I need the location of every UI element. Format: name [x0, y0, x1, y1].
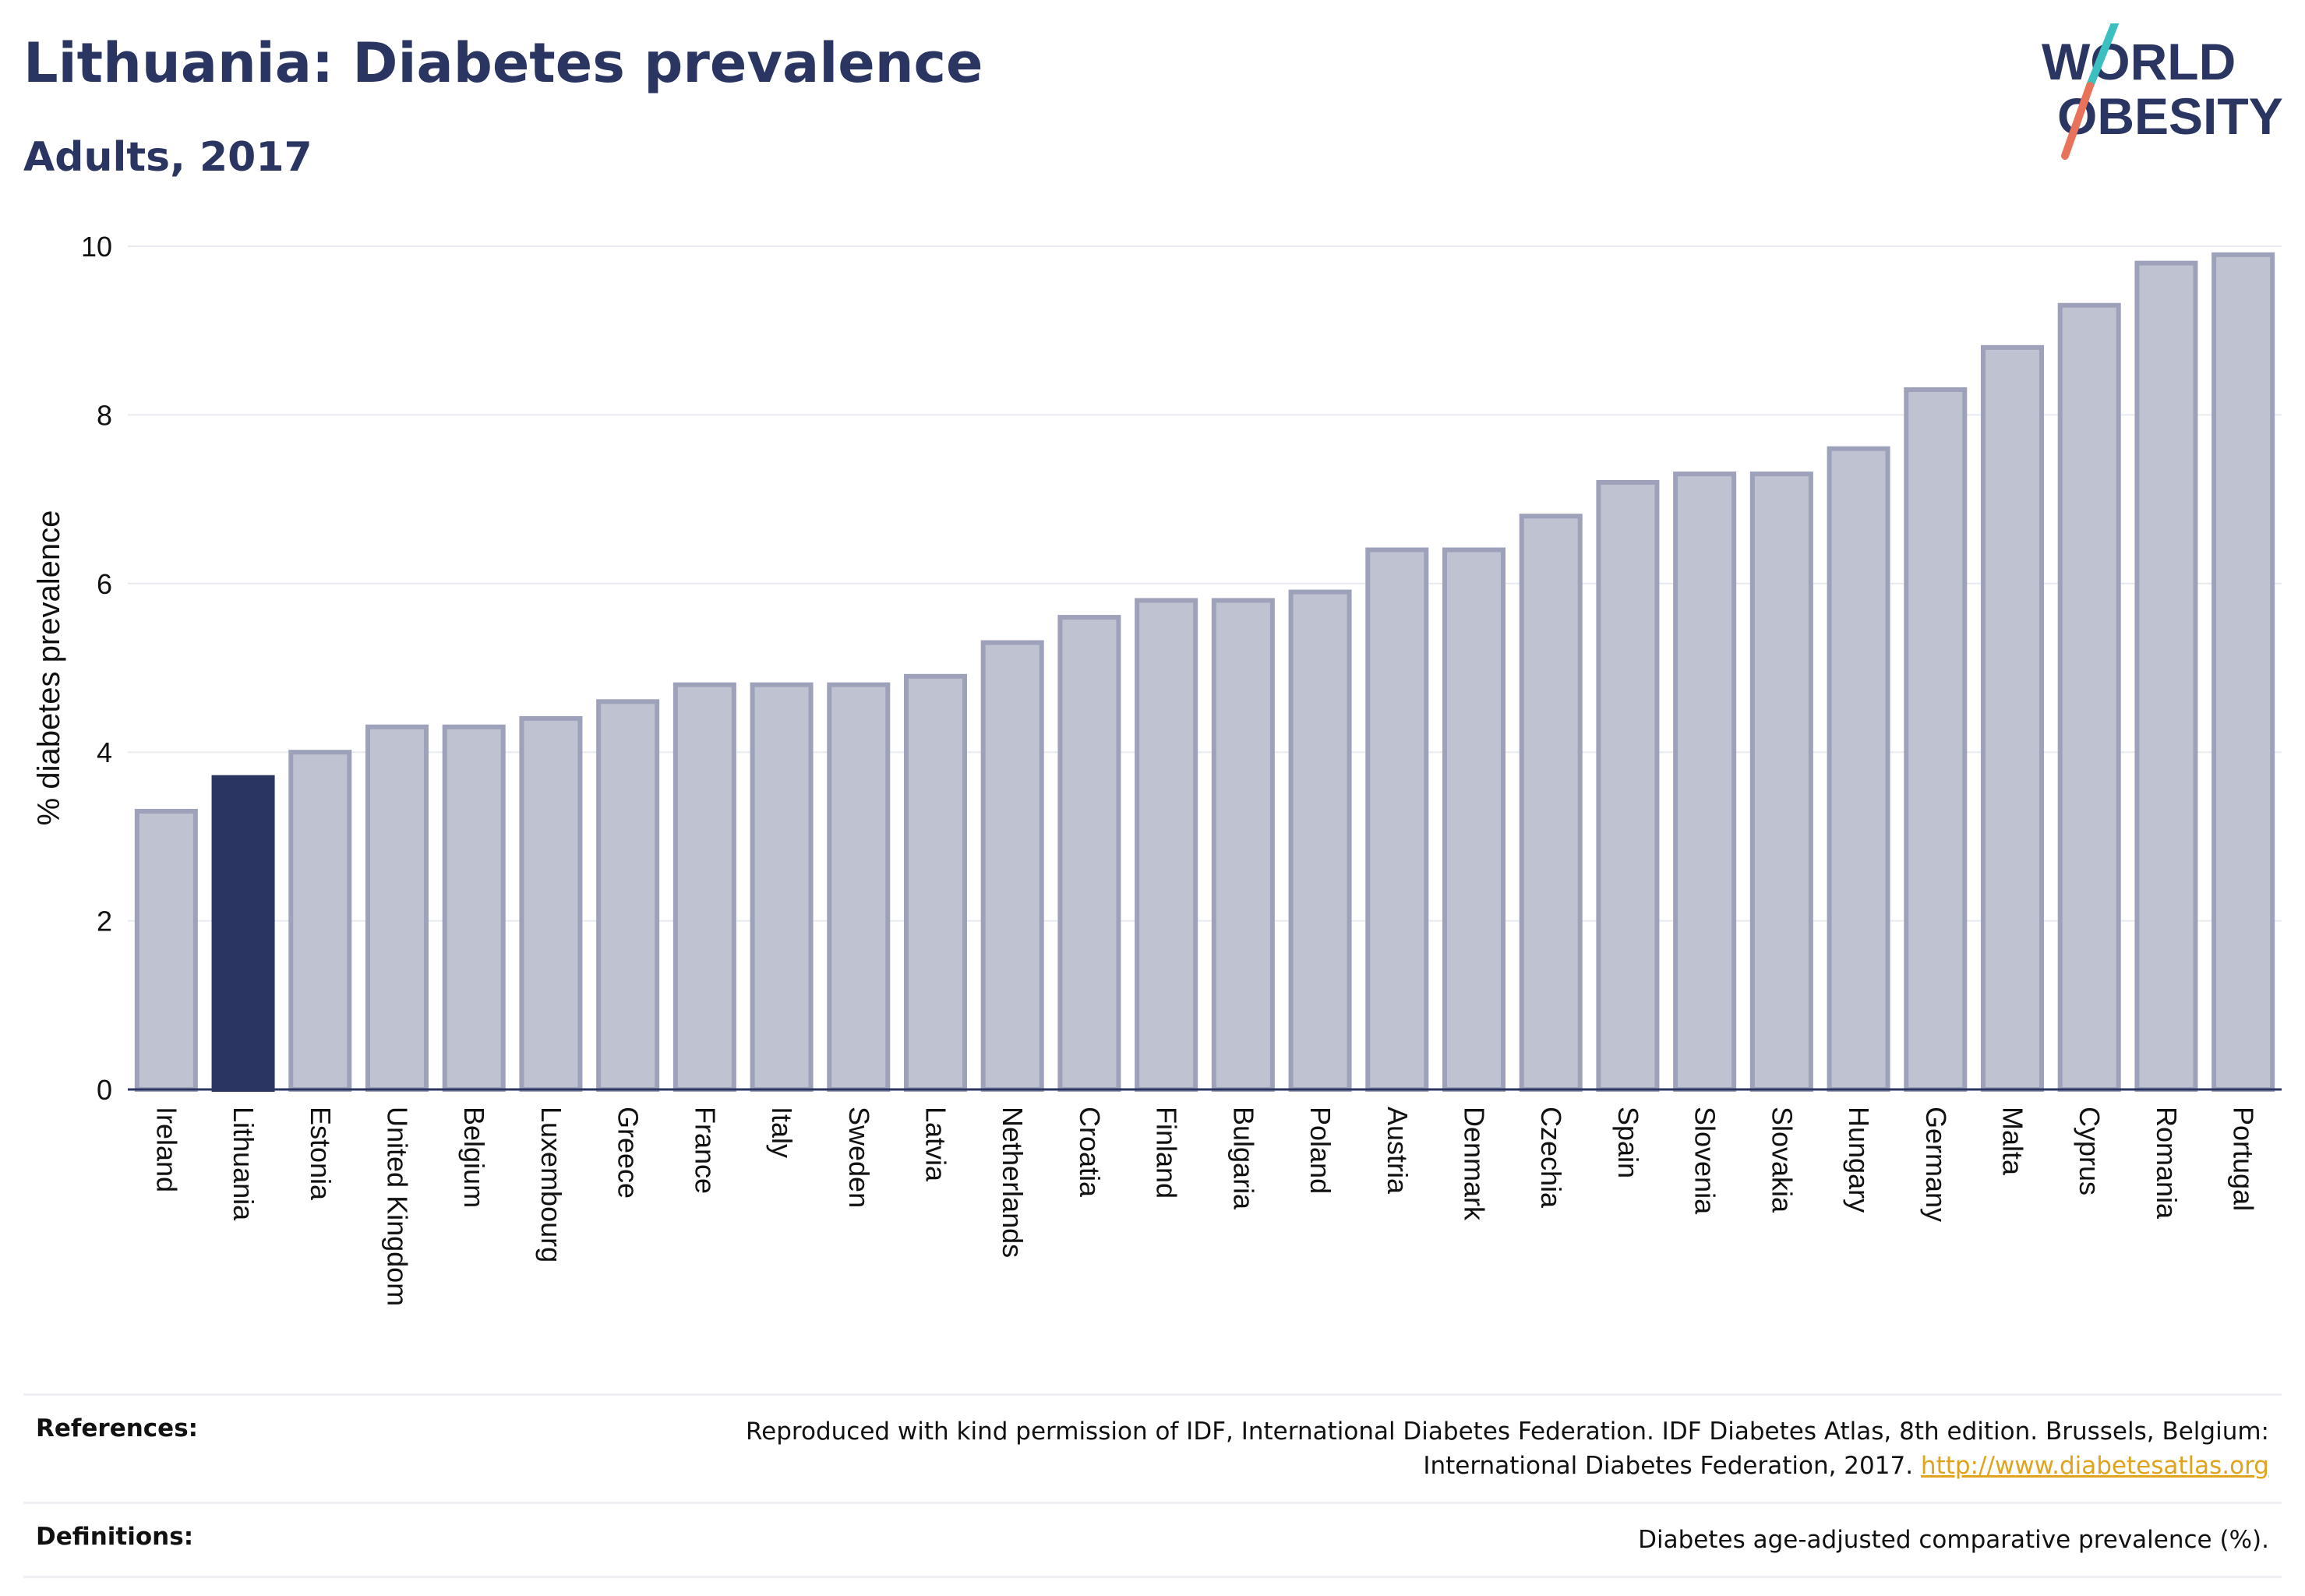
bar-italy: [750, 682, 814, 1092]
footer-table: References: Reproduced with kind permiss…: [23, 1393, 2282, 1578]
x-tick-label: Romania: [2151, 1107, 2183, 1220]
x-tick-label: Poland: [1304, 1107, 1336, 1194]
x-tick-label: Belgium: [458, 1107, 490, 1208]
x-tick-label: France: [689, 1107, 721, 1194]
x-tick-label: Cyprus: [2074, 1107, 2106, 1195]
bar-france: [672, 682, 736, 1092]
world-obesity-logo: WORLD OBESITY: [2042, 23, 2283, 160]
bar-czechia: [1519, 514, 1583, 1092]
x-tick-label: Ireland: [150, 1107, 182, 1192]
bar-united-kingdom: [365, 724, 429, 1092]
x-tick-label: Malta: [1997, 1107, 2029, 1176]
bar-malta: [1980, 344, 2045, 1092]
bar-latvia: [903, 673, 968, 1092]
x-tick-label: Luxembourg: [535, 1107, 567, 1262]
logo-line-1: WORLD: [2042, 33, 2236, 90]
y-tick-label: 0: [97, 1074, 112, 1106]
references-text: Reproduced with kind permission of IDF, …: [711, 1414, 2269, 1483]
bar-slovakia: [1749, 471, 1813, 1092]
y-tick-label: 8: [97, 399, 112, 431]
y-tick-label: 10: [81, 231, 112, 263]
bar-denmark: [1442, 547, 1506, 1092]
bar-bulgaria: [1211, 598, 1275, 1092]
x-tick-label: Croatia: [1074, 1107, 1106, 1198]
bar-belgium: [442, 724, 506, 1092]
x-tick-label: Spain: [1612, 1107, 1644, 1178]
bar-ireland: [134, 808, 198, 1092]
x-tick-label: Hungary: [1843, 1107, 1875, 1213]
bar-portugal: [2211, 252, 2275, 1093]
bar-greece: [596, 699, 660, 1093]
references-label: References:: [36, 1414, 199, 1442]
bar-poland: [1288, 589, 1352, 1092]
chart-subtitle: Adults, 2017: [23, 134, 312, 181]
y-tick-label: 4: [97, 736, 112, 768]
y-tick-label: 6: [97, 568, 112, 600]
x-tick-label: Latvia: [920, 1107, 952, 1182]
x-tick-label: Italy: [766, 1107, 798, 1158]
x-tick-label: Portugal: [2228, 1107, 2260, 1211]
bar-netherlands: [980, 640, 1044, 1092]
definitions-text: Diabetes age-adjusted comparative preval…: [1638, 1526, 2269, 1554]
bar-germany: [1904, 387, 1968, 1092]
references-citation: Reproduced with kind permission of IDF, …: [746, 1418, 2269, 1480]
x-tick-label: Lithuania: [228, 1107, 259, 1221]
x-tick-label: United Kingdom: [382, 1107, 414, 1306]
bar-finland: [1135, 598, 1198, 1092]
x-tick-label: Denmark: [1459, 1107, 1491, 1221]
bar-slovenia: [1673, 471, 1737, 1092]
references-row: References: Reproduced with kind permiss…: [23, 1396, 2282, 1504]
x-tick-label: Slovakia: [1766, 1107, 1798, 1213]
logo-slash-coral: [2061, 82, 2094, 160]
logo-slash-teal: [2086, 23, 2119, 90]
bar-romania: [2134, 260, 2198, 1092]
bar-croatia: [1057, 615, 1121, 1092]
logo-line-2: OBESITY: [2057, 87, 2283, 145]
x-tick-label: Greece: [612, 1107, 644, 1199]
y-axis-label: % diabetes prevalence: [32, 510, 66, 826]
x-tick-label: Slovenia: [1689, 1107, 1721, 1215]
x-tick-label: Austria: [1382, 1107, 1414, 1195]
bar-spain: [1596, 479, 1660, 1092]
x-tick-label: Finland: [1151, 1107, 1183, 1199]
x-tick-label: Netherlands: [997, 1107, 1029, 1258]
x-tick-label: Czechia: [1535, 1107, 1567, 1209]
x-tick-label: Estonia: [305, 1107, 337, 1201]
bar-sweden: [827, 682, 891, 1092]
bar-chart: 0 2 4 6 8 10 % diabetes prevalence Ireland Lithu…: [32, 231, 2282, 1306]
bar-hungary: [1827, 446, 1890, 1092]
bar-austria: [1365, 547, 1429, 1092]
bar-cyprus: [2057, 302, 2121, 1092]
chart-title: Lithuania: Diabetes prevalence: [23, 31, 983, 95]
references-link[interactable]: http://www.diabetesatlas.org: [1920, 1452, 2269, 1480]
x-tick-label: Germany: [1920, 1107, 1952, 1222]
y-tick-label: 2: [97, 906, 112, 937]
definitions-row: Definitions: Diabetes age-adjusted compa…: [23, 1504, 2282, 1578]
definitions-label: Definitions:: [36, 1523, 194, 1551]
x-tick-label: Bulgaria: [1227, 1107, 1259, 1210]
bar-estonia: [288, 750, 352, 1092]
bar-luxembourg: [519, 715, 583, 1092]
x-tick-label: Sweden: [843, 1107, 875, 1208]
bar-lithuania: [211, 775, 275, 1092]
